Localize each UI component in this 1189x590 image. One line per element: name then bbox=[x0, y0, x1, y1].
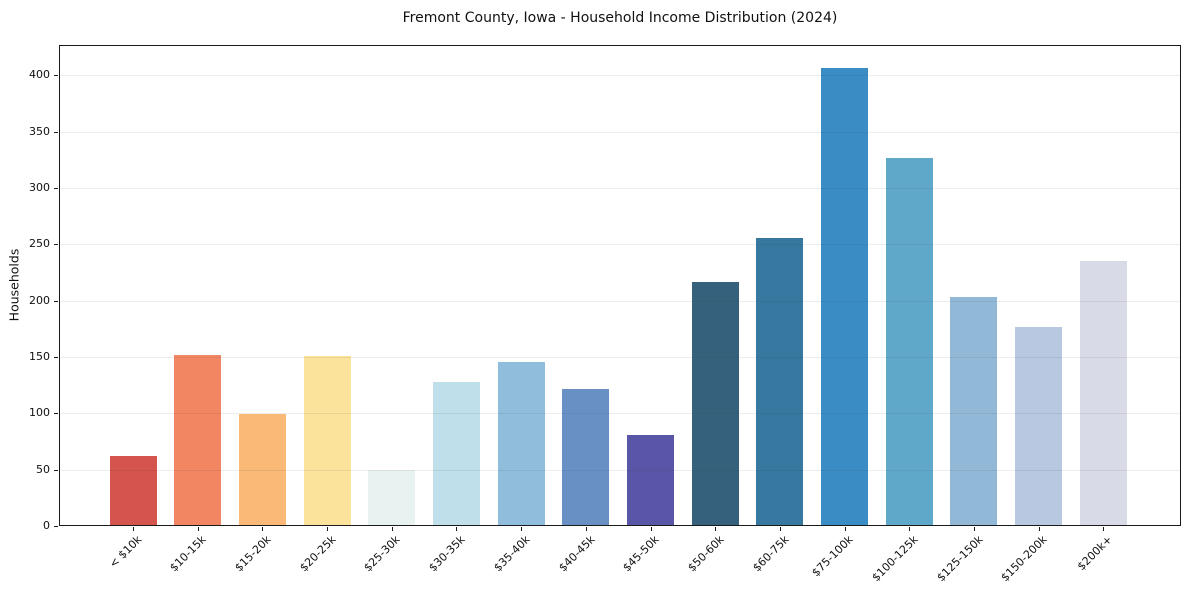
x-tick-mark bbox=[585, 527, 587, 531]
y-tick-label: 350 bbox=[29, 124, 50, 138]
x-tick-mark bbox=[909, 527, 911, 531]
y-tick-mark bbox=[54, 413, 58, 415]
x-tick-mark bbox=[133, 527, 134, 531]
x-tick-mark bbox=[779, 527, 781, 531]
bar-$15-20k bbox=[238, 414, 286, 526]
y-tick-label: 300 bbox=[29, 181, 50, 195]
x-tick-label: $25-30k bbox=[361, 533, 403, 575]
x-tick-mark bbox=[973, 527, 975, 531]
bars-layer bbox=[59, 45, 1181, 526]
gridline-y-200 bbox=[59, 300, 1181, 302]
bar-$125-150k bbox=[950, 297, 998, 526]
axis-ticks-layer: 0 50 100 150 200 250 300 350 400 < $10k $10-15k $15… bbox=[29, 45, 1181, 584]
x-tick-mark bbox=[1103, 527, 1105, 531]
bar-$20-25k bbox=[303, 355, 351, 526]
bar-< $10k bbox=[109, 456, 157, 526]
x-tick-label: $45-50k bbox=[620, 533, 662, 575]
x-tick-mark bbox=[715, 527, 717, 531]
y-tick-mark bbox=[54, 75, 58, 77]
chart-title: Fremont County, Iowa - Household Income … bbox=[402, 10, 838, 26]
y-tick-mark bbox=[54, 357, 58, 359]
x-tick-mark bbox=[1038, 527, 1040, 531]
x-tick-label: $200k+ bbox=[1074, 533, 1115, 574]
bar-$50-60k bbox=[691, 281, 739, 526]
x-tick-label: $30-35k bbox=[426, 533, 468, 575]
bar-$35-40k bbox=[497, 361, 545, 526]
gridline-y-250 bbox=[59, 244, 1181, 246]
gridline-y-400 bbox=[59, 75, 1181, 77]
y-tick-mark bbox=[54, 188, 58, 190]
x-tick-mark bbox=[844, 527, 846, 531]
x-tick-label: $75-100k bbox=[809, 533, 856, 580]
bar-$25-30k bbox=[368, 469, 416, 526]
y-tick-label: 250 bbox=[29, 237, 50, 251]
x-tick-mark bbox=[391, 527, 393, 531]
gridlines-layer bbox=[59, 45, 1181, 526]
x-tick-label: < $10k bbox=[106, 533, 145, 571]
x-tick-label: $150-200k bbox=[998, 533, 1050, 585]
y-tick-mark bbox=[54, 244, 58, 246]
x-tick-mark bbox=[456, 527, 458, 531]
y-axis-label: Households bbox=[6, 248, 22, 322]
x-tick-label: $60-75k bbox=[749, 533, 792, 575]
gridline-y-150 bbox=[59, 357, 1181, 359]
x-tick-mark bbox=[262, 527, 264, 531]
x-tick-mark bbox=[521, 527, 523, 531]
y-tick-mark bbox=[54, 526, 58, 527]
bar-$40-45k bbox=[562, 388, 610, 526]
x-tick-mark bbox=[650, 527, 652, 531]
gridline-y-350 bbox=[59, 131, 1181, 133]
y-tick-mark bbox=[54, 469, 58, 471]
x-tick-mark bbox=[327, 527, 329, 531]
x-tick-label: $100-125k bbox=[869, 533, 921, 585]
x-tick-mark bbox=[197, 527, 199, 531]
y-tick-label: 400 bbox=[29, 68, 50, 82]
x-tick-label: $20-25k bbox=[297, 533, 339, 575]
x-tick-label: $15-20k bbox=[232, 533, 274, 575]
y-tick-label: 200 bbox=[29, 293, 50, 307]
x-tick-label: $40-45k bbox=[555, 533, 598, 575]
y-tick-mark bbox=[54, 131, 58, 133]
bar-$60-75k bbox=[756, 237, 804, 526]
bar-$45-50k bbox=[627, 434, 675, 526]
gridline-y-300 bbox=[59, 188, 1181, 190]
bar-$150-200k bbox=[1015, 326, 1063, 526]
x-tick-label: $125-150k bbox=[934, 533, 986, 585]
y-tick-label: 100 bbox=[29, 406, 50, 420]
x-tick-label: $35-40k bbox=[491, 533, 533, 575]
x-tick-label: $10-15k bbox=[167, 533, 209, 575]
y-tick-label: 50 bbox=[36, 462, 50, 476]
bar-$30-35k bbox=[432, 381, 480, 526]
y-tick-label: 0 bbox=[43, 519, 50, 532]
plot-area: 0 50 100 150 200 250 300 350 400 < $10k $10-15k $15… bbox=[29, 45, 1181, 584]
y-tick-mark bbox=[54, 300, 58, 302]
bar-$10-15k bbox=[174, 354, 222, 526]
bar-$100-125k bbox=[885, 157, 933, 526]
y-tick-label: 150 bbox=[29, 350, 50, 364]
gridline-y-50 bbox=[59, 469, 1181, 471]
bar-$200k+ bbox=[1079, 261, 1127, 526]
bar-$75-100k bbox=[821, 67, 869, 526]
gridline-y-100 bbox=[59, 413, 1181, 415]
x-tick-label: $50-60k bbox=[685, 533, 727, 575]
